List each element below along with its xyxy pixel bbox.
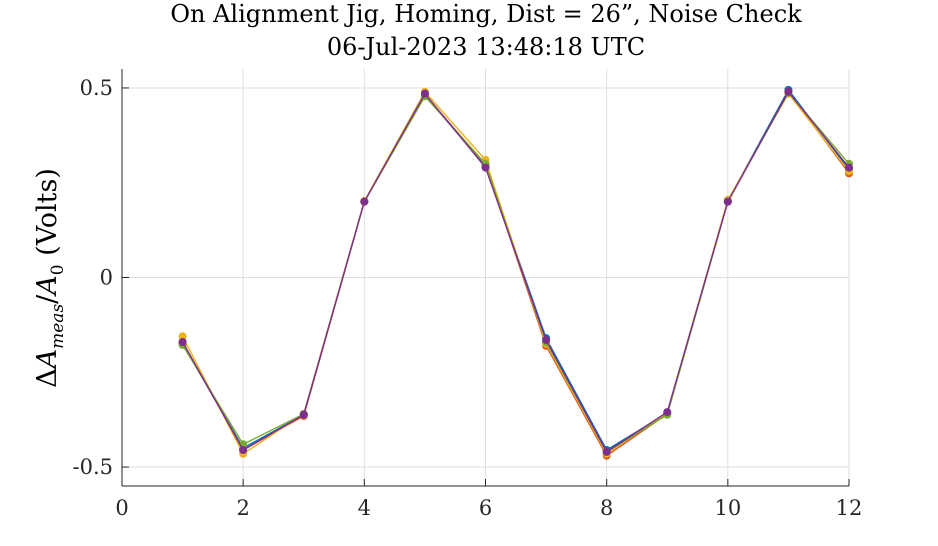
series-layer: [178, 85, 853, 460]
data-point: [178, 337, 187, 346]
y-axis-label: ΔAmeas/A0 (Volts): [32, 168, 68, 388]
data-point: [723, 197, 732, 206]
series-4: [178, 88, 853, 456]
x-tick-label: 12: [836, 496, 863, 520]
chart-title: On Alignment Jig, Homing, Dist = 26”, No…: [170, 0, 802, 28]
data-point: [360, 197, 369, 206]
tick-labels: 0 2 4 6 8 10 120.50-0.5: [73, 76, 863, 520]
x-tick-label: 8: [600, 496, 613, 520]
x-tick-label: 0: [115, 496, 128, 520]
series-line: [181, 91, 850, 457]
y-tick-label: 0: [100, 266, 113, 290]
x-tick-label: 4: [358, 496, 371, 520]
series-line: [181, 91, 850, 453]
data-point: [239, 445, 248, 454]
data-point: [420, 89, 429, 98]
chart-subtitle: 06-Jul-2023 13:48:18 UTC: [327, 33, 645, 61]
y-tick-label: 0.5: [80, 76, 113, 100]
series-line: [181, 91, 850, 453]
y-tick-label: -0.5: [73, 455, 114, 479]
data-point: [602, 447, 611, 456]
axes: [121, 69, 850, 487]
series-3: [178, 87, 853, 458]
data-point: [481, 163, 490, 172]
grid-lines: [121, 69, 850, 486]
x-tick-label: 10: [714, 496, 741, 520]
data-point: [845, 163, 853, 172]
x-tick-label: 2: [236, 496, 249, 520]
data-point: [784, 87, 793, 96]
series-5: [178, 87, 853, 456]
data-point: [663, 408, 672, 417]
series-line: [181, 91, 850, 455]
series-2: [178, 87, 853, 460]
data-point: [299, 410, 308, 419]
x-tick-label: 6: [479, 496, 492, 520]
data-point: [542, 336, 551, 345]
data-point: [178, 332, 187, 341]
series-1: [178, 85, 853, 454]
series-line: [181, 89, 850, 451]
